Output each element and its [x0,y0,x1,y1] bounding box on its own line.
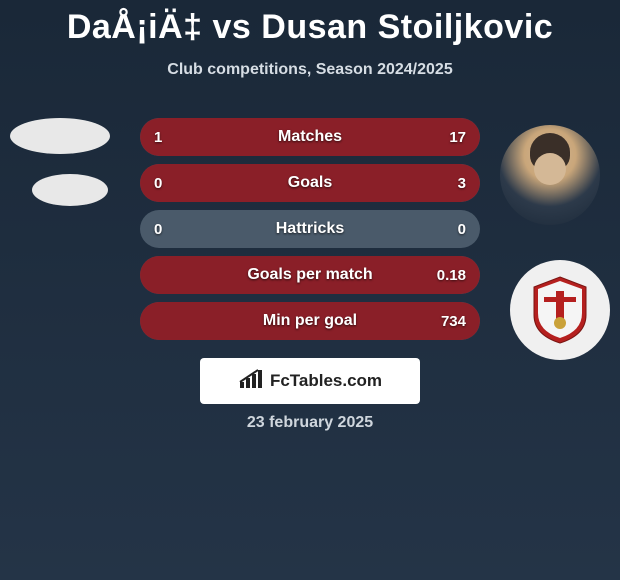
stat-row: 0Goals3 [140,164,480,202]
club-left-logo [32,174,108,206]
stat-row: 0Hattricks0 [140,210,480,248]
stat-row: 1Matches17 [140,118,480,156]
brand-badge[interactable]: FcTables.com [200,358,420,404]
stat-label: Goals per match [140,266,480,284]
page-title: DaÅ¡iÄ‡ vs Dusan Stoiljkovic [0,0,620,47]
stat-row: Goals per match0.18 [140,256,480,294]
stat-label: Goals [140,174,480,192]
stat-label: Hattricks [140,220,480,238]
subtitle: Club competitions, Season 2024/2025 [0,61,620,79]
stat-label: Matches [140,128,480,146]
stats-column: 1Matches17 0Goals3 0Hattricks0 Goals per ma… [140,118,480,348]
player-left-avatar [10,118,110,154]
player-right-avatar [500,125,600,225]
stat-row: Min per goal734 [140,302,480,340]
date-text: 23 february 2025 [0,414,620,432]
brand-text: FcTables.com [270,371,382,391]
chart-icon [238,368,264,395]
club-right-logo [510,260,610,360]
crest-icon [530,275,590,345]
stat-label: Min per goal [140,312,480,330]
